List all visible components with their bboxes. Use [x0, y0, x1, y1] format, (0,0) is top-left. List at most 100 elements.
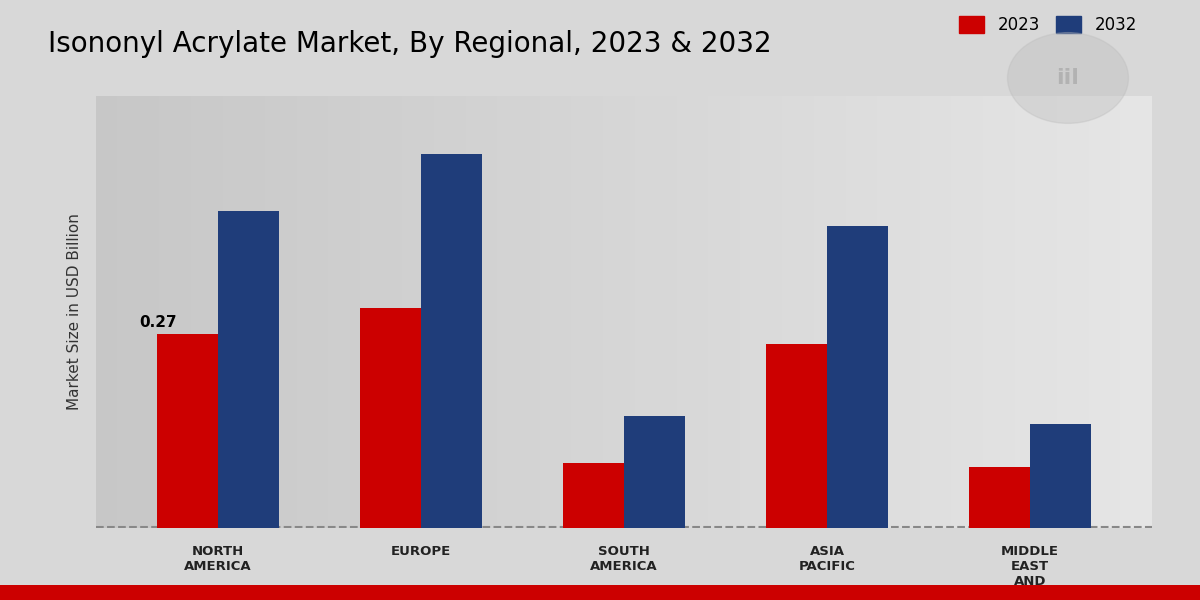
- Y-axis label: Market Size in USD Billion: Market Size in USD Billion: [67, 214, 82, 410]
- Text: 0.27: 0.27: [139, 315, 178, 330]
- Bar: [371, 96, 382, 528]
- Bar: [202, 96, 212, 528]
- Bar: [941, 96, 952, 528]
- Bar: [751, 96, 761, 528]
- Bar: [719, 96, 730, 528]
- Bar: [899, 96, 910, 528]
- Bar: [107, 96, 118, 528]
- Bar: [286, 96, 296, 528]
- Bar: [233, 96, 244, 528]
- Bar: [919, 96, 930, 528]
- Bar: [857, 96, 866, 528]
- Bar: [582, 96, 593, 528]
- Bar: [646, 96, 655, 528]
- Bar: [827, 226, 888, 528]
- Bar: [160, 96, 170, 528]
- Bar: [655, 96, 666, 528]
- Bar: [218, 211, 278, 528]
- Bar: [223, 96, 233, 528]
- Bar: [244, 96, 254, 528]
- Bar: [96, 96, 107, 528]
- Bar: [455, 96, 466, 528]
- Bar: [349, 96, 360, 528]
- Bar: [635, 96, 646, 528]
- Bar: [276, 96, 286, 528]
- Bar: [508, 96, 518, 528]
- Bar: [688, 96, 698, 528]
- Bar: [550, 96, 560, 528]
- Bar: [624, 416, 685, 528]
- Bar: [1088, 96, 1099, 528]
- Bar: [740, 96, 751, 528]
- Bar: [602, 96, 613, 528]
- Bar: [994, 96, 1004, 528]
- Bar: [540, 96, 550, 528]
- Bar: [518, 96, 529, 528]
- Bar: [1121, 96, 1130, 528]
- Bar: [1015, 96, 1025, 528]
- Bar: [1025, 96, 1036, 528]
- Bar: [782, 96, 793, 528]
- Bar: [593, 96, 602, 528]
- Bar: [666, 96, 677, 528]
- Bar: [563, 463, 624, 528]
- Bar: [1110, 96, 1121, 528]
- Bar: [466, 96, 476, 528]
- Bar: [180, 96, 191, 528]
- Bar: [698, 96, 708, 528]
- Bar: [318, 96, 329, 528]
- Bar: [772, 96, 782, 528]
- Bar: [952, 96, 962, 528]
- Bar: [497, 96, 508, 528]
- Bar: [254, 96, 265, 528]
- Bar: [402, 96, 413, 528]
- Bar: [846, 96, 857, 528]
- Bar: [1141, 96, 1152, 528]
- Bar: [138, 96, 149, 528]
- Bar: [338, 96, 349, 528]
- Bar: [962, 96, 972, 528]
- Bar: [191, 96, 202, 528]
- Bar: [613, 96, 624, 528]
- Bar: [560, 96, 571, 528]
- Bar: [1130, 96, 1141, 528]
- Bar: [930, 96, 941, 528]
- Bar: [424, 96, 434, 528]
- Bar: [804, 96, 814, 528]
- Bar: [360, 96, 371, 528]
- Bar: [970, 467, 1030, 528]
- Bar: [1046, 96, 1057, 528]
- Bar: [307, 96, 318, 528]
- Bar: [571, 96, 582, 528]
- Bar: [677, 96, 688, 528]
- Bar: [814, 96, 824, 528]
- Bar: [866, 96, 877, 528]
- Text: iil: iil: [1056, 68, 1080, 88]
- Bar: [708, 96, 719, 528]
- Bar: [487, 96, 497, 528]
- Bar: [265, 96, 276, 528]
- Bar: [157, 334, 218, 528]
- Bar: [476, 96, 487, 528]
- Bar: [877, 96, 888, 528]
- Bar: [624, 96, 635, 528]
- Bar: [1030, 424, 1091, 528]
- Bar: [170, 96, 180, 528]
- Bar: [421, 154, 482, 528]
- Bar: [888, 96, 899, 528]
- Bar: [529, 96, 540, 528]
- Bar: [413, 96, 424, 528]
- Bar: [360, 308, 421, 528]
- Bar: [824, 96, 835, 528]
- Bar: [761, 96, 772, 528]
- Bar: [1004, 96, 1015, 528]
- Bar: [1068, 96, 1078, 528]
- Bar: [118, 96, 127, 528]
- Bar: [793, 96, 804, 528]
- Circle shape: [1008, 32, 1128, 124]
- Bar: [444, 96, 455, 528]
- Bar: [149, 96, 160, 528]
- Bar: [983, 96, 994, 528]
- Text: Isononyl Acrylate Market, By Regional, 2023 & 2032: Isononyl Acrylate Market, By Regional, 2…: [48, 30, 772, 58]
- Bar: [730, 96, 740, 528]
